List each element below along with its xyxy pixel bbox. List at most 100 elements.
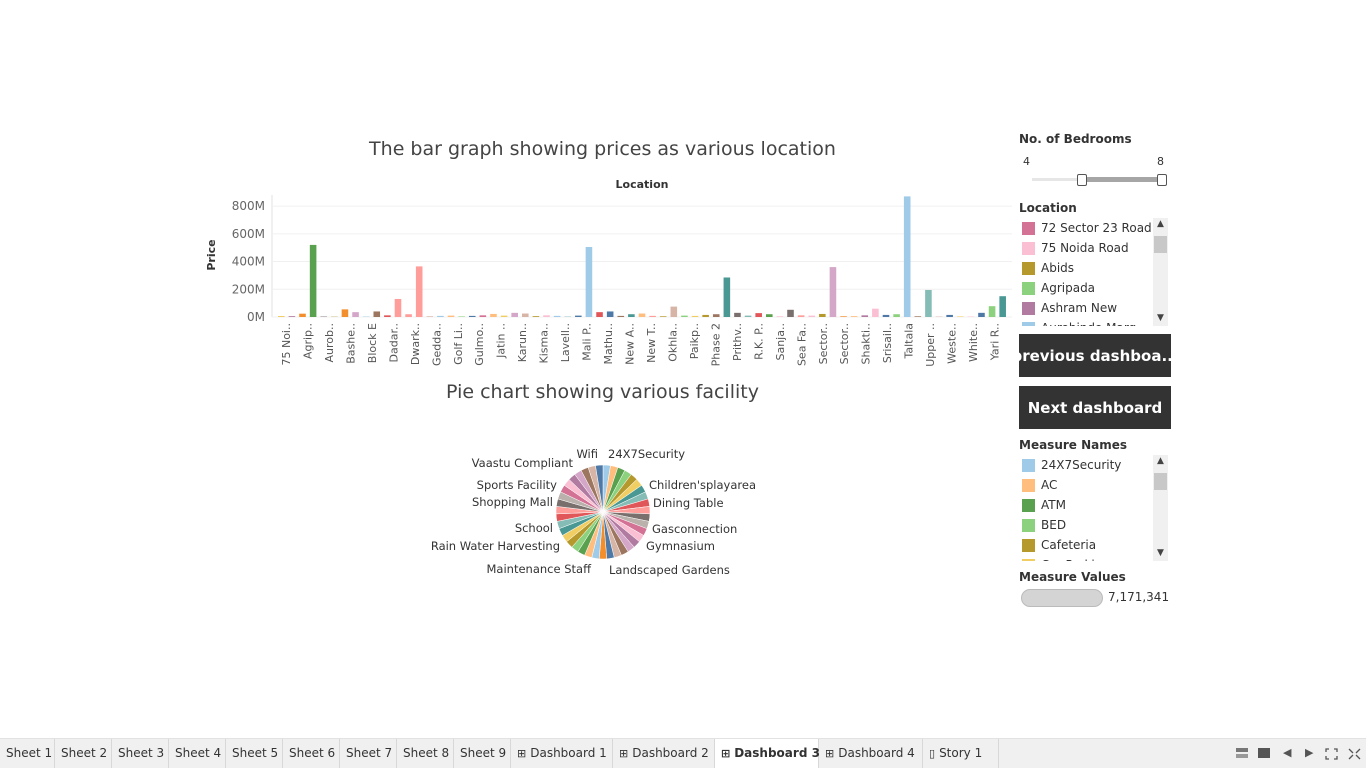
pie-slice[interactable] bbox=[595, 464, 604, 513]
bar[interactable] bbox=[511, 312, 518, 317]
bar[interactable] bbox=[373, 311, 381, 317]
bar[interactable] bbox=[479, 315, 487, 317]
scroll-down-icon[interactable]: ▼ bbox=[1157, 313, 1164, 323]
bar[interactable] bbox=[490, 313, 497, 317]
bar[interactable] bbox=[734, 312, 741, 317]
measure-names-legend-item[interactable]: AC bbox=[1019, 475, 1169, 495]
bar[interactable] bbox=[606, 311, 614, 317]
bar[interactable] bbox=[681, 315, 688, 317]
tab-sheet-1[interactable]: Sheet 1 bbox=[0, 739, 55, 768]
bar[interactable] bbox=[288, 316, 296, 317]
bar[interactable] bbox=[956, 316, 964, 317]
tab-dashboard-1[interactable]: ⊞ Dashboard 1 bbox=[511, 739, 613, 768]
bar[interactable] bbox=[299, 313, 306, 317]
bar[interactable] bbox=[394, 298, 402, 317]
fullscreen-icon[interactable] bbox=[1348, 748, 1361, 763]
bar[interactable] bbox=[585, 246, 593, 317]
bar[interactable] bbox=[712, 314, 720, 317]
bar[interactable] bbox=[882, 314, 890, 317]
bar[interactable] bbox=[925, 289, 932, 317]
bar[interactable] bbox=[999, 296, 1006, 317]
bar[interactable] bbox=[532, 316, 540, 317]
bar[interactable] bbox=[458, 316, 465, 317]
film-strip-icon[interactable] bbox=[1258, 748, 1270, 761]
bar[interactable] bbox=[978, 312, 985, 317]
measure-names-legend-item[interactable]: ATM bbox=[1019, 495, 1169, 515]
measure-names-legend-item[interactable]: BED bbox=[1019, 515, 1169, 535]
tab-sheet-9[interactable]: Sheet 9 bbox=[454, 739, 511, 768]
location-legend-item[interactable]: 75 Noida Road bbox=[1019, 238, 1169, 258]
measure-names-legend-item[interactable]: Cafeteria bbox=[1019, 535, 1169, 555]
tab-sheet-8[interactable]: Sheet 8 bbox=[397, 739, 454, 768]
bar[interactable] bbox=[723, 277, 731, 317]
bar[interactable] bbox=[766, 314, 773, 317]
location-legend-item[interactable]: Aurobindo Marg bbox=[1019, 318, 1169, 326]
bar[interactable] bbox=[405, 314, 412, 317]
location-legend-item[interactable]: Agripada bbox=[1019, 278, 1169, 298]
location-legend-item[interactable]: 72 Sector 23 Road bbox=[1019, 218, 1169, 238]
bar[interactable] bbox=[893, 314, 900, 317]
bar[interactable] bbox=[500, 315, 508, 317]
bar[interactable] bbox=[522, 313, 529, 317]
bar[interactable] bbox=[840, 316, 847, 317]
bar[interactable] bbox=[819, 313, 826, 317]
bar[interactable] bbox=[575, 315, 582, 317]
grid-view-icon[interactable] bbox=[1236, 748, 1248, 761]
bar[interactable] bbox=[447, 315, 455, 317]
bar[interactable] bbox=[628, 314, 635, 317]
bar[interactable] bbox=[872, 308, 879, 317]
previous-dashboard-button[interactable]: previous dashboa... bbox=[1019, 334, 1171, 377]
bar[interactable] bbox=[437, 315, 444, 317]
tab-dashboard-4[interactable]: ⊞ Dashboard 4 bbox=[819, 739, 923, 768]
bar[interactable] bbox=[670, 306, 678, 317]
bar[interactable] bbox=[638, 313, 646, 317]
bar[interactable] bbox=[776, 316, 784, 317]
tab-sheet-6[interactable]: Sheet 6 bbox=[283, 739, 340, 768]
bar[interactable] bbox=[341, 309, 349, 317]
bar[interactable] bbox=[988, 306, 996, 317]
location-legend-item[interactable]: Ashram New bbox=[1019, 298, 1169, 318]
location-legend-item[interactable]: Abids bbox=[1019, 258, 1169, 278]
bar[interactable] bbox=[596, 312, 603, 317]
bar[interactable] bbox=[415, 266, 423, 317]
measure-names-scrollbar[interactable]: ▲ ▼ bbox=[1153, 455, 1168, 561]
bar[interactable] bbox=[352, 312, 359, 317]
tab-dashboard-3[interactable]: ⊞ Dashboard 3 bbox=[715, 739, 820, 768]
next-arrow-icon[interactable]: ▶ bbox=[1305, 746, 1314, 759]
bar[interactable] bbox=[426, 316, 434, 317]
bar[interactable] bbox=[861, 315, 869, 317]
measure-names-legend-item[interactable]: Car Parking bbox=[1019, 555, 1169, 561]
bedrooms-slider-min-handle[interactable] bbox=[1077, 174, 1087, 186]
bar[interactable] bbox=[553, 315, 561, 317]
bar[interactable] bbox=[543, 315, 550, 317]
bar[interactable] bbox=[914, 316, 922, 317]
bar[interactable] bbox=[744, 315, 752, 317]
bar[interactable] bbox=[659, 316, 667, 317]
bar[interactable] bbox=[617, 315, 625, 317]
fit-screen-icon[interactable] bbox=[1325, 748, 1338, 763]
bar[interactable] bbox=[384, 315, 391, 317]
bar[interactable] bbox=[755, 313, 762, 317]
measure-names-legend-item[interactable]: 24X7Security bbox=[1019, 455, 1169, 475]
tab-sheet-4[interactable]: Sheet 4 bbox=[169, 739, 226, 768]
bar[interactable] bbox=[808, 315, 816, 317]
bar[interactable] bbox=[903, 196, 911, 317]
next-dashboard-button[interactable]: Next dashboard bbox=[1019, 386, 1171, 429]
tab-sheet-3[interactable]: Sheet 3 bbox=[112, 739, 169, 768]
bar[interactable] bbox=[649, 315, 656, 317]
bedrooms-slider-max-handle[interactable] bbox=[1157, 174, 1167, 186]
bar[interactable] bbox=[829, 267, 837, 317]
bar[interactable] bbox=[702, 314, 709, 317]
prev-arrow-icon[interactable]: ◀ bbox=[1283, 746, 1292, 759]
tab-sheet-2[interactable]: Sheet 2 bbox=[55, 739, 112, 768]
tab-sheet-7[interactable]: Sheet 7 bbox=[340, 739, 397, 768]
bar[interactable] bbox=[946, 314, 953, 317]
measure-scroll-thumb[interactable] bbox=[1154, 473, 1167, 490]
tab-dashboard-2[interactable]: ⊞ Dashboard 2 bbox=[613, 739, 715, 768]
bar[interactable] bbox=[309, 244, 317, 317]
bar[interactable] bbox=[787, 309, 794, 317]
bar[interactable] bbox=[691, 315, 699, 317]
location-scroll-thumb[interactable] bbox=[1154, 236, 1167, 253]
bar[interactable] bbox=[468, 315, 476, 317]
bar[interactable] bbox=[850, 316, 858, 317]
